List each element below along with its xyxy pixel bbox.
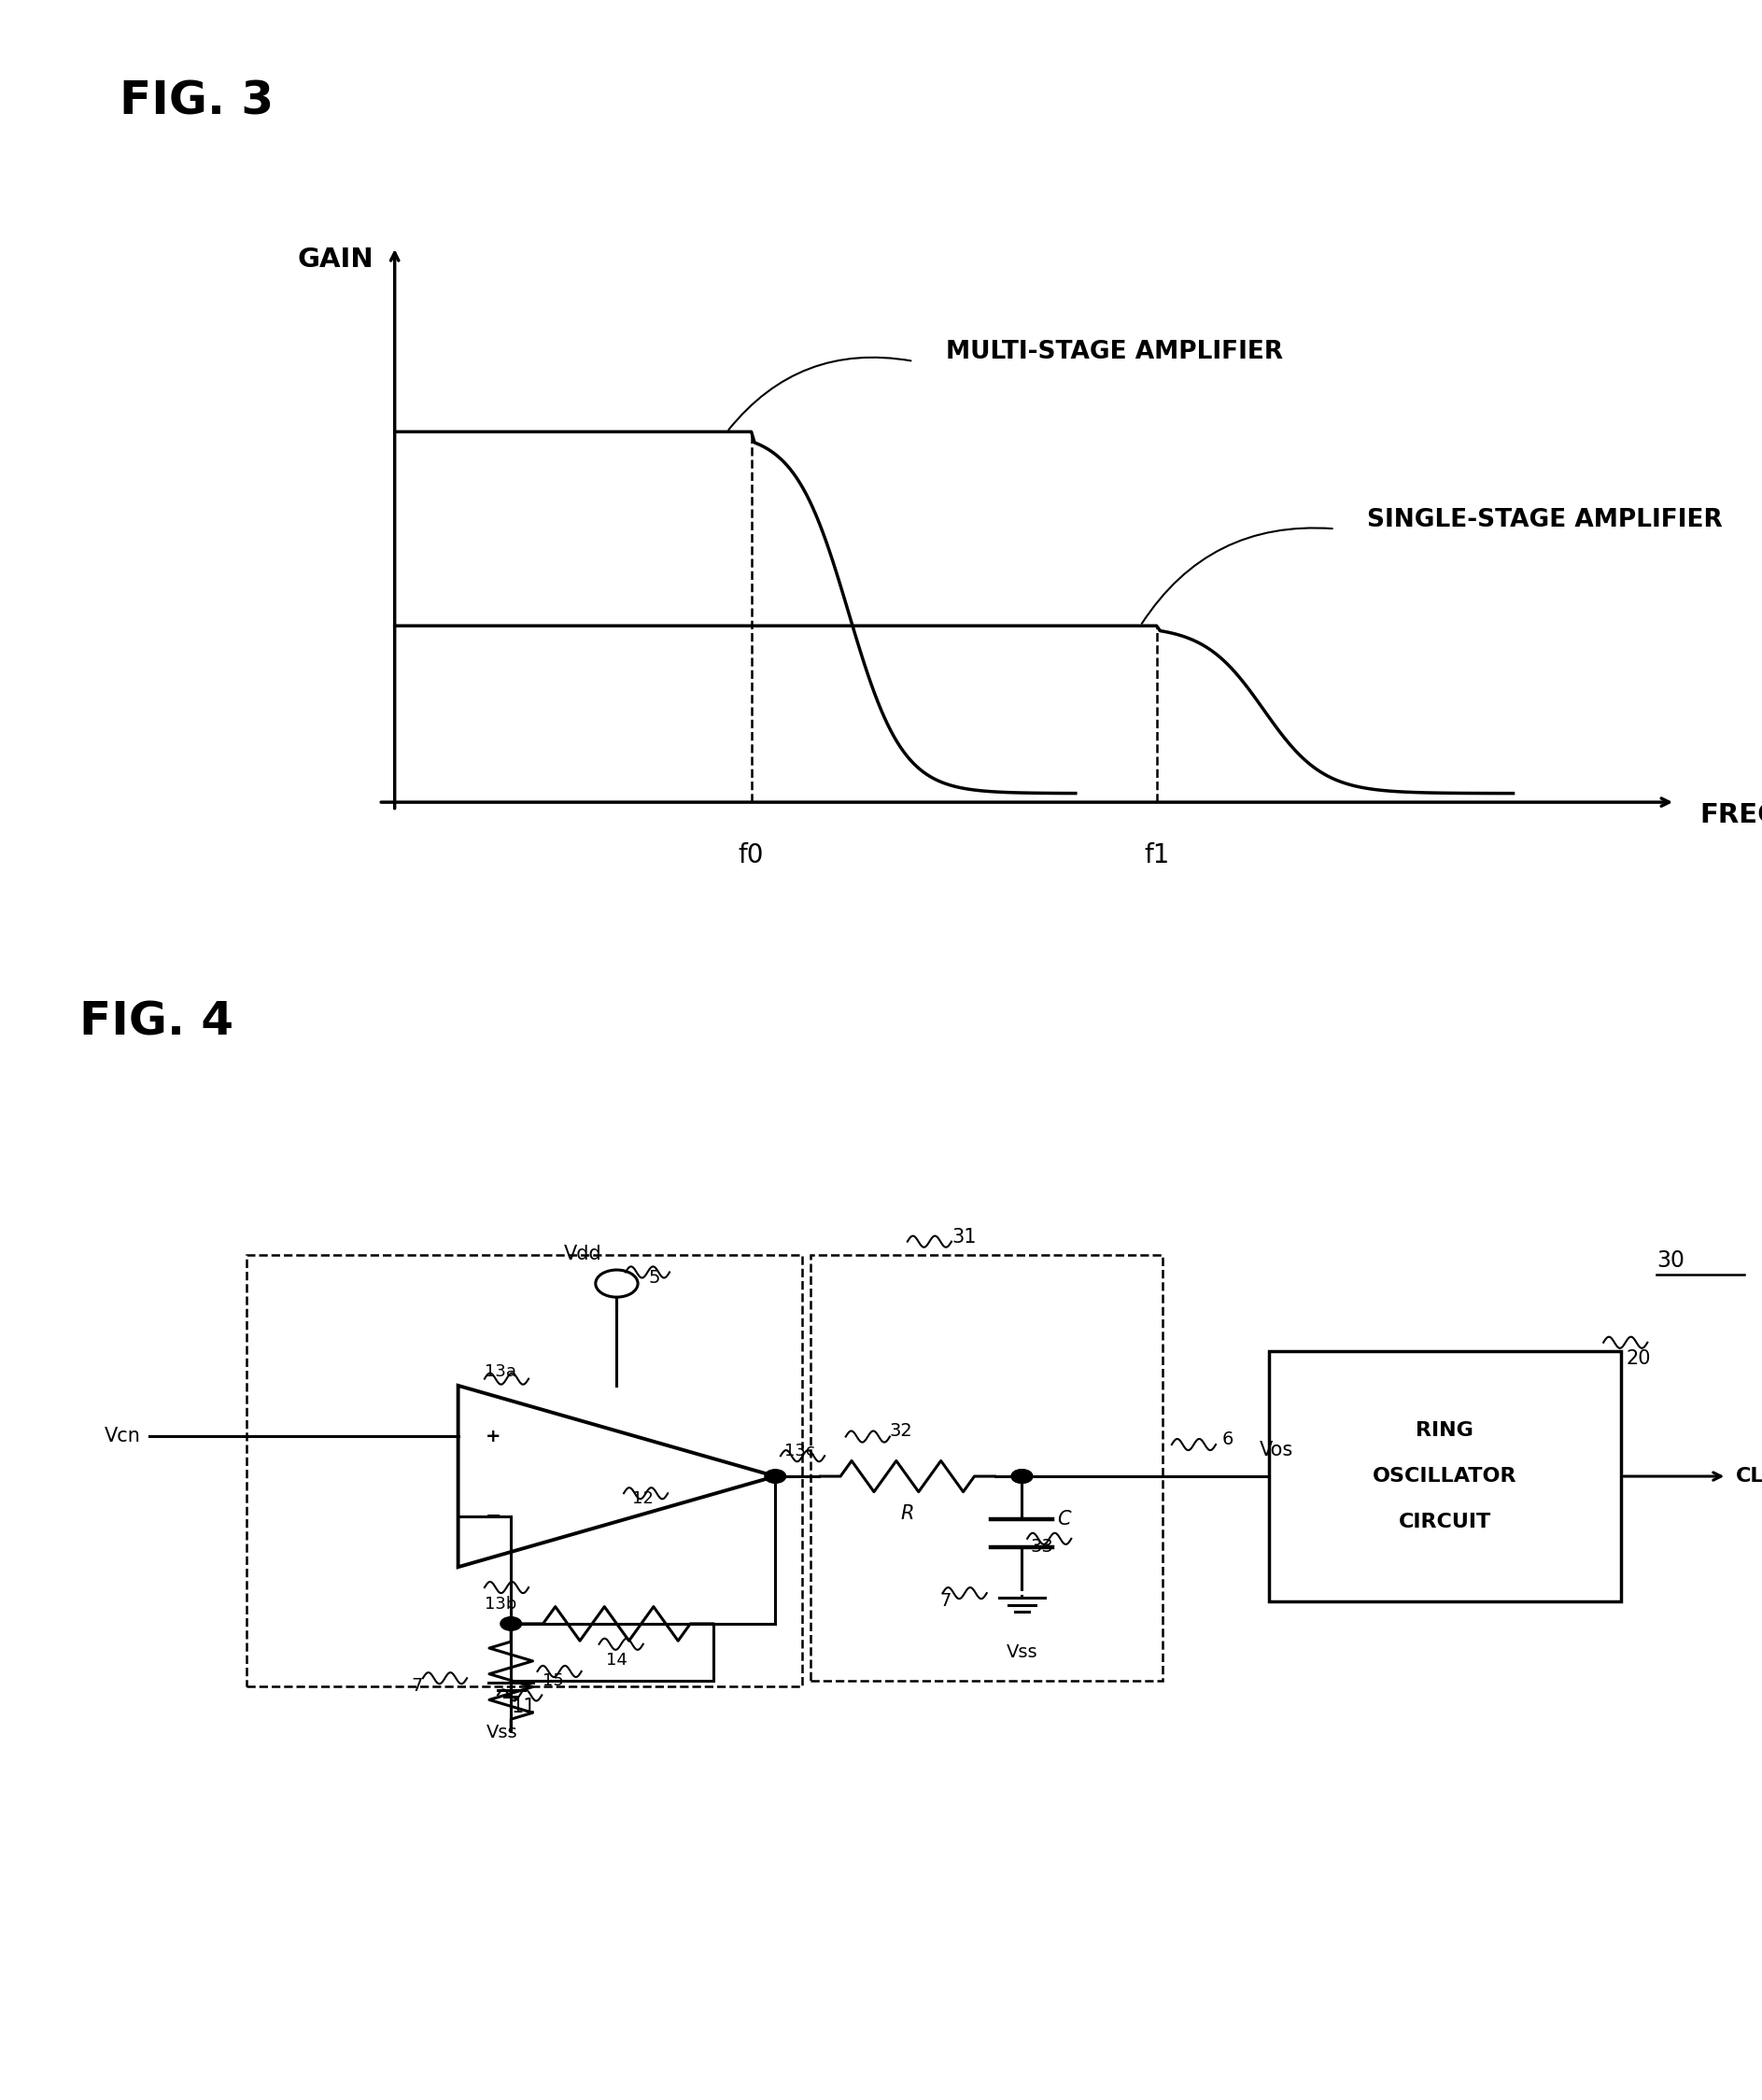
Text: 14: 14 (606, 1653, 627, 1669)
Text: 30: 30 (1656, 1250, 1684, 1273)
Text: f1: f1 (1144, 842, 1170, 867)
Text: R: R (900, 1504, 914, 1522)
Circle shape (500, 1617, 522, 1630)
Text: 32: 32 (890, 1422, 913, 1441)
Text: OSCILLATOR: OSCILLATOR (1373, 1468, 1517, 1485)
Text: 13b: 13b (485, 1596, 516, 1613)
Text: 31: 31 (951, 1226, 976, 1245)
Text: FIG. 3: FIG. 3 (120, 80, 273, 124)
Text: 12: 12 (633, 1491, 654, 1508)
Text: +: + (486, 1428, 500, 1445)
Text: SINGLE-STAGE AMPLIFIER: SINGLE-STAGE AMPLIFIER (1367, 508, 1723, 531)
Text: 6: 6 (1221, 1430, 1233, 1449)
Text: C: C (1057, 1510, 1071, 1529)
Text: 15: 15 (543, 1672, 564, 1688)
Text: Vss: Vss (1006, 1642, 1038, 1661)
Text: CLKO: CLKO (1736, 1468, 1762, 1485)
Text: FREQUENCY: FREQUENCY (1700, 802, 1762, 830)
Text: 13a: 13a (485, 1363, 516, 1380)
Text: −: − (485, 1508, 502, 1525)
Text: 11: 11 (511, 1697, 537, 1716)
Bar (1269, 1352, 1621, 1600)
Text: 5: 5 (648, 1268, 661, 1287)
Text: CIRCUIT: CIRCUIT (1399, 1512, 1491, 1531)
Circle shape (1011, 1470, 1033, 1483)
Text: Vcn: Vcn (104, 1428, 141, 1445)
Bar (247, 1256, 802, 1686)
Text: RING: RING (1417, 1422, 1473, 1441)
Text: Vos: Vos (1260, 1441, 1293, 1459)
Text: GAIN: GAIN (298, 246, 374, 273)
Text: 20: 20 (1626, 1350, 1651, 1367)
Text: FIG. 4: FIG. 4 (79, 1000, 234, 1046)
Text: 7: 7 (411, 1678, 423, 1695)
Circle shape (1011, 1470, 1033, 1483)
Text: Vdd: Vdd (564, 1245, 603, 1262)
Text: 33: 33 (1031, 1537, 1054, 1556)
Text: f0: f0 (738, 842, 765, 867)
Text: 7: 7 (939, 1592, 951, 1611)
Text: MULTI-STAGE AMPLIFIER: MULTI-STAGE AMPLIFIER (946, 340, 1283, 365)
Bar (811, 1256, 1163, 1680)
Text: 13c: 13c (784, 1443, 814, 1459)
Circle shape (765, 1470, 786, 1483)
Text: Vss: Vss (486, 1724, 518, 1741)
